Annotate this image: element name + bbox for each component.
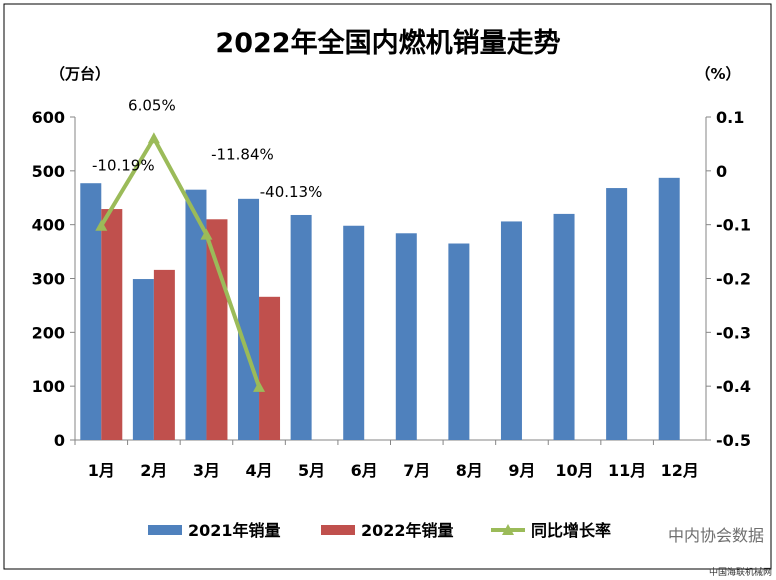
y-left-tick-label: 400 <box>32 216 65 235</box>
bar-2021 <box>290 214 312 440</box>
legend-label: 同比增长率 <box>531 521 611 540</box>
y-right-tick-label: -0.4 <box>716 377 751 396</box>
bar-2021 <box>80 183 102 440</box>
y-right-tick-label: -0.2 <box>716 270 751 289</box>
chart-title: 2022年全国内燃机销量走势 <box>215 27 560 59</box>
legend-label: 2021年销量 <box>188 521 281 540</box>
y-right-unit-label: （%） <box>695 65 740 83</box>
x-tick-label: 11月 <box>608 461 646 480</box>
watermark-text: 中内协会数据 <box>667 526 764 545</box>
x-tick-label: 7月 <box>403 461 430 480</box>
legend-swatch-growth-marker <box>502 524 514 535</box>
legend-swatch-2022 <box>321 525 355 535</box>
growth-rate-data-label: 6.05% <box>128 96 176 114</box>
bar-2022 <box>259 296 281 440</box>
bar-2022 <box>101 209 123 440</box>
y-left-tick-label: 0 <box>54 431 65 450</box>
x-tick-label: 4月 <box>245 461 272 480</box>
bar-2022 <box>206 219 228 440</box>
growth-rate-marker <box>200 228 213 240</box>
y-right-tick-label: 0.1 <box>716 108 744 127</box>
y-left-tick-label: 200 <box>32 323 65 342</box>
bar-2021 <box>185 189 207 440</box>
x-tick-label: 2月 <box>140 461 167 480</box>
x-tick-label: 8月 <box>456 461 483 480</box>
growth-rate-marker <box>147 132 160 144</box>
y-right-tick-label: -0.5 <box>716 431 751 450</box>
x-tick-label: 5月 <box>298 461 325 480</box>
y-left-tick-label: 100 <box>32 377 65 396</box>
growth-rate-data-label: -10.19% <box>92 157 155 175</box>
y-left-unit-label: （万台） <box>50 65 110 83</box>
growth-rate-line <box>99 136 261 388</box>
bar-2022 <box>153 269 175 440</box>
bar-2021 <box>606 188 628 440</box>
x-tick-label: 10月 <box>555 461 593 480</box>
growth-rate-data-label: -40.13% <box>260 183 323 201</box>
y-left-tick-label: 600 <box>32 108 65 127</box>
x-tick-label: 12月 <box>661 461 699 480</box>
y-right-tick-label: -0.1 <box>716 216 751 235</box>
bar-2021 <box>553 213 575 440</box>
growth-rate-marker <box>253 380 266 392</box>
y-left-tick-label: 500 <box>32 162 65 181</box>
y-right-tick-label: -0.3 <box>716 323 751 342</box>
bar-2021 <box>343 225 365 440</box>
chart-frame-border <box>3 3 772 570</box>
growth-rate-data-label: -11.84% <box>211 146 274 164</box>
bar-2021 <box>132 279 154 440</box>
x-tick-label: 6月 <box>351 461 378 480</box>
x-tick-label: 9月 <box>508 461 535 480</box>
bar-2021 <box>658 177 680 440</box>
growth-rate-marker <box>95 219 108 231</box>
bar-2021 <box>448 243 470 440</box>
bar-2021 <box>238 198 260 440</box>
legend-label: 2022年销量 <box>361 521 454 540</box>
legend-swatch-2021 <box>148 525 182 535</box>
x-tick-label: 1月 <box>88 461 115 480</box>
x-tick-label: 3月 <box>193 461 220 480</box>
y-right-tick-label: 0 <box>716 162 727 181</box>
y-left-tick-label: 300 <box>32 270 65 289</box>
bar-2021 <box>500 221 522 440</box>
source-text: 中国海联机械网 <box>708 568 772 578</box>
bar-2021 <box>395 233 417 440</box>
